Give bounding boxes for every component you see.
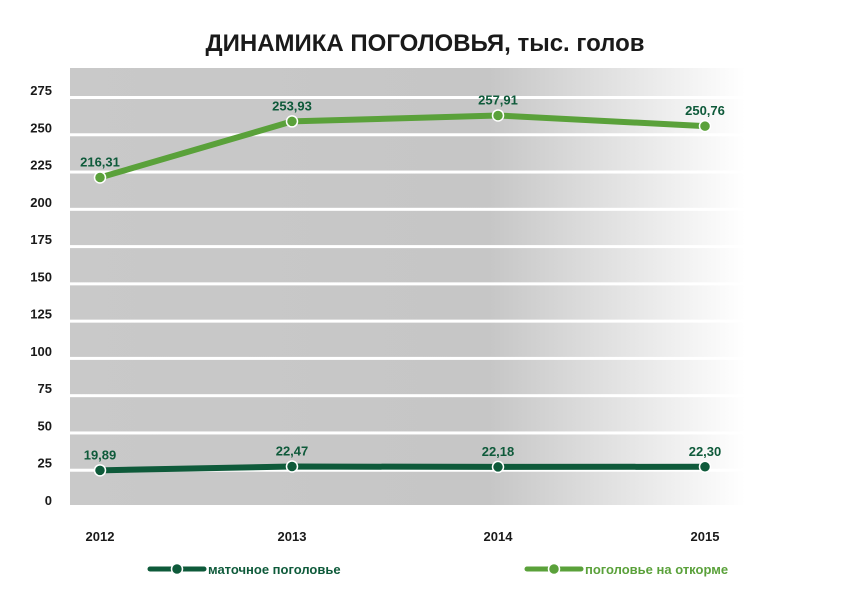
series-1: 19,89 22,47 22,18 22,30 bbox=[84, 443, 722, 477]
y-tick-label: 0 bbox=[45, 493, 52, 508]
gridline bbox=[70, 356, 745, 360]
x-tick-label: 2012 bbox=[86, 529, 115, 544]
y-tick-label: 175 bbox=[30, 232, 52, 247]
data-point bbox=[285, 115, 299, 128]
legend-label: маточное поголовье bbox=[208, 562, 341, 577]
data-label: 250,76 bbox=[685, 103, 725, 118]
data-point bbox=[698, 119, 712, 133]
x-tick-label: 2013 bbox=[278, 529, 307, 544]
gridline bbox=[70, 170, 745, 174]
data-point bbox=[491, 109, 505, 122]
data-label: 22,30 bbox=[689, 444, 722, 459]
series-line bbox=[97, 112, 708, 181]
gridline bbox=[70, 282, 745, 286]
y-axis: 0 25 50 75 100 125 150 175 200 225 250 275 bbox=[30, 83, 52, 508]
legend-marker bbox=[170, 562, 184, 576]
data-point bbox=[93, 464, 107, 477]
gridline bbox=[70, 431, 745, 435]
plot-background bbox=[70, 68, 745, 505]
gridline bbox=[70, 133, 745, 137]
x-tick-label: 2015 bbox=[691, 529, 720, 544]
y-tick-label: 250 bbox=[30, 120, 52, 135]
y-tick-label: 50 bbox=[38, 418, 52, 433]
gridline bbox=[70, 96, 745, 99]
y-tick-label: 150 bbox=[30, 269, 52, 284]
legend: маточное поголовье поголовье на откорме bbox=[147, 562, 728, 577]
data-label: 22,18 bbox=[482, 444, 515, 459]
data-label: 216,31 bbox=[80, 155, 120, 170]
gridline bbox=[70, 245, 745, 249]
x-axis: 2012 2013 2014 2015 bbox=[86, 529, 720, 544]
data-point bbox=[285, 460, 299, 473]
data-point bbox=[93, 171, 107, 184]
series-line bbox=[97, 463, 708, 474]
legend-item-2: поголовье на откорме bbox=[524, 562, 728, 577]
data-label: 22,47 bbox=[276, 443, 309, 458]
data-label: 257,91 bbox=[478, 92, 518, 107]
legend-label: поголовье на откорме bbox=[585, 562, 728, 577]
y-tick-label: 225 bbox=[30, 158, 52, 173]
y-tick-label: 25 bbox=[38, 456, 52, 471]
series-layer: 19,89 22,47 22,18 22,30 216,31 253,93 257,91 25… bbox=[80, 92, 725, 477]
legend-item-1: маточное поголовье bbox=[147, 562, 341, 577]
gridline bbox=[70, 319, 745, 323]
gridline bbox=[70, 468, 745, 472]
gridline bbox=[70, 394, 745, 398]
y-tick-label: 100 bbox=[30, 344, 52, 359]
gridline bbox=[70, 207, 745, 211]
x-tick-label: 2014 bbox=[484, 529, 514, 544]
data-label: 19,89 bbox=[84, 447, 117, 462]
data-label: 253,93 bbox=[272, 98, 312, 113]
y-tick-label: 125 bbox=[30, 307, 52, 322]
chart-title: ДИНАМИКА ПОГОЛОВЬЯ, тыс. голов bbox=[205, 30, 645, 57]
y-tick-label: 75 bbox=[38, 381, 52, 396]
legend-marker bbox=[547, 562, 561, 576]
data-point bbox=[491, 460, 505, 474]
y-tick-label: 200 bbox=[30, 195, 52, 210]
data-point bbox=[698, 460, 712, 474]
y-tick-label: 275 bbox=[30, 83, 52, 98]
series-2: 216,31 253,93 257,91 250,76 bbox=[80, 92, 725, 184]
